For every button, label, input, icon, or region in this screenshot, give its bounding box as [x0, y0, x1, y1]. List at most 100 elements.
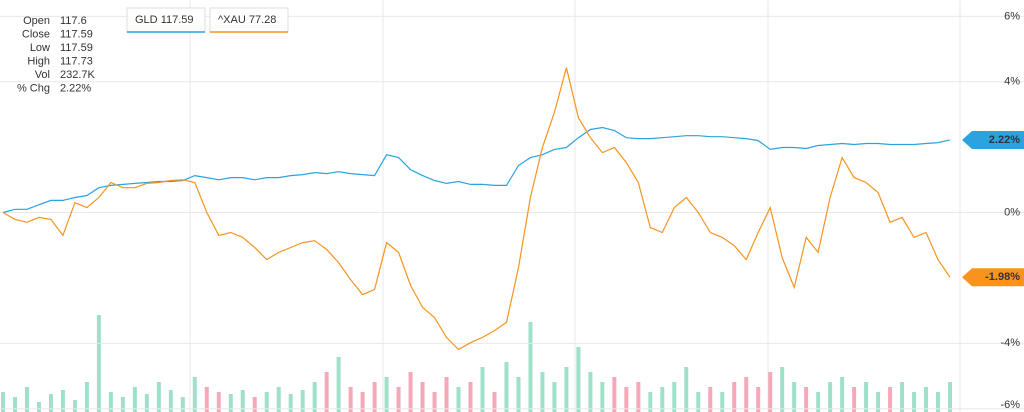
volume-bar: [480, 367, 485, 412]
y-tick-label: 6%: [1004, 10, 1020, 22]
volume-bar: [36, 402, 41, 412]
legend-name: GLD: [135, 14, 158, 26]
value-tag: [962, 130, 1024, 149]
info-value: 117.6: [60, 15, 87, 27]
volume-bar: [180, 397, 185, 412]
volume-bar: [408, 372, 413, 412]
volume-bar: [732, 382, 737, 412]
volume-bar: [60, 390, 65, 412]
volume-bar: [48, 394, 53, 412]
legend-label: ^XAU 77.28: [218, 14, 276, 26]
volume-bar: [312, 382, 317, 412]
volume-bar: [684, 367, 689, 412]
info-label: High: [27, 55, 50, 67]
volume-bar: [300, 390, 305, 412]
volume-bar: [708, 387, 713, 412]
volume-bar: [636, 382, 641, 412]
volume-bar: [264, 392, 269, 412]
volume-bar: [612, 377, 617, 412]
volume-bar: [852, 387, 857, 412]
volume-bar: [780, 367, 785, 412]
volume-bar: [624, 387, 629, 412]
volume-bar: [240, 390, 245, 412]
series-line: [2, 67, 951, 351]
info-label: Vol: [35, 69, 50, 81]
volume-bar: [552, 382, 557, 412]
volume-bar: [900, 382, 905, 412]
volume-bar: [12, 397, 17, 412]
legend-value: 77.28: [249, 14, 277, 26]
volume-bar: [504, 362, 509, 412]
volume-bar: [588, 372, 593, 412]
volume-bar: [864, 382, 869, 412]
volume-bar: [576, 347, 581, 412]
volume-bar: [672, 382, 677, 412]
volume-bar: [396, 387, 401, 412]
legend-name: ^XAU: [218, 14, 246, 26]
volume-bar: [876, 392, 881, 412]
volume-bar: [288, 394, 293, 412]
volume-bar: [84, 382, 89, 412]
volume-bar: [156, 382, 161, 412]
volume-bar: [348, 387, 353, 412]
volume-bar: [168, 390, 173, 412]
volume-bar: [696, 392, 701, 412]
volume-bar: [120, 397, 125, 412]
info-label: Low: [30, 42, 50, 54]
volume-bar: [744, 377, 749, 412]
volume-bar: [1, 392, 5, 412]
volume-bar: [336, 357, 341, 412]
value-tag: [962, 268, 1024, 287]
volume-bar: [324, 372, 329, 412]
volume-bar: [792, 382, 797, 412]
volume-bar: [444, 377, 449, 412]
volume-bar: [888, 387, 893, 412]
volume-bar: [192, 377, 197, 412]
volume-bar: [372, 382, 377, 412]
info-label: Close: [22, 28, 50, 40]
volume-bar: [804, 387, 809, 412]
volume-bar: [456, 387, 461, 412]
volume-bar: [828, 382, 833, 412]
volume-bar: [276, 387, 281, 412]
volume-bar: [756, 387, 761, 412]
volume-bar: [144, 394, 149, 412]
info-value: 117.59: [60, 42, 93, 54]
value-tag-label: 2.22%: [989, 134, 1020, 146]
volume-bar: [492, 392, 497, 412]
y-tick-label: 4%: [1004, 76, 1020, 88]
volume-bar: [840, 377, 845, 412]
volume-bar: [912, 392, 917, 412]
y-tick-label: -6%: [1000, 399, 1020, 411]
volume-bar: [384, 377, 389, 412]
vertical-grid: [189, 0, 961, 412]
volume-bar: [660, 387, 665, 412]
volume-bar: [432, 392, 437, 412]
volume-bar: [420, 382, 425, 412]
volume-bar: [816, 392, 821, 412]
legend-box: [126, 7, 206, 33]
volume-bar: [948, 382, 952, 412]
volume-bar: [720, 392, 725, 412]
volume-bar: [600, 382, 605, 412]
volume-bar: [204, 387, 209, 412]
volume-bar: [768, 372, 773, 412]
volume-bar: [540, 372, 545, 412]
volume-bar: [468, 382, 473, 412]
legend: GLD 117.59 ^XAU 77.28: [126, 7, 289, 33]
info-value: 117.59: [60, 28, 93, 40]
volume-bar: [360, 392, 365, 412]
legend-label: GLD 117.59: [135, 14, 194, 26]
volume-bar: [252, 397, 257, 412]
volume-bar: [516, 377, 521, 412]
volume-bar: [648, 392, 653, 412]
info-value: 117.73: [60, 55, 93, 67]
legend-value: 117.59: [161, 14, 194, 26]
info-value: 2.22%: [60, 82, 91, 94]
volume-bar: [936, 392, 941, 412]
legend-box: [209, 7, 289, 33]
volume-bar: [24, 387, 29, 412]
info-value: 232.7K: [60, 69, 96, 81]
info-label: % Chg: [17, 82, 50, 94]
